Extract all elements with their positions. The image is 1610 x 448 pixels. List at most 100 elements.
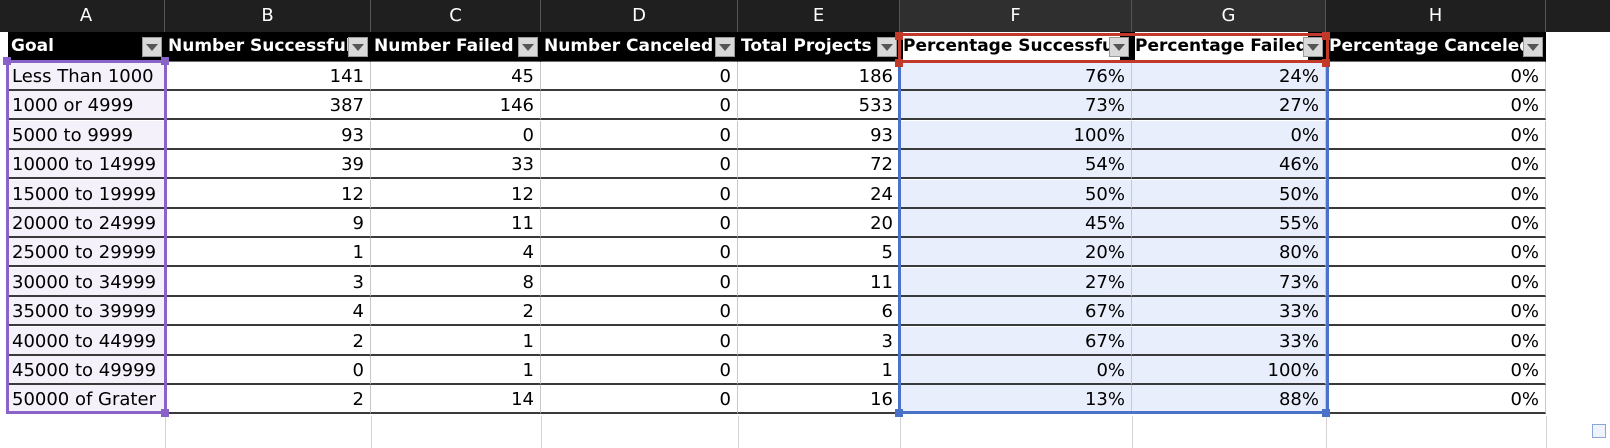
column-header-a[interactable]: A	[8, 0, 165, 32]
cell-percentage-successful[interactable]: 13%	[900, 385, 1132, 415]
cell-total-projects[interactable]: 93	[738, 120, 900, 150]
column-header-d[interactable]: D	[541, 0, 738, 32]
cell-number-failed[interactable]: 0	[371, 120, 541, 150]
cell-number-canceled[interactable]: 0	[541, 150, 738, 180]
selection-handle[interactable]	[161, 409, 169, 417]
cell-percentage-failed[interactable]: 50%	[1132, 179, 1326, 209]
cell-number-successful[interactable]: 12	[165, 179, 371, 209]
cell-number-successful[interactable]: 387	[165, 91, 371, 121]
cell-number-successful[interactable]: 39	[165, 150, 371, 180]
cell-percentage-successful[interactable]: 73%	[900, 91, 1132, 121]
column-header-h[interactable]: H	[1326, 0, 1546, 32]
cell-number-canceled[interactable]: 0	[541, 267, 738, 297]
cell-goal[interactable]: Less Than 1000	[8, 62, 165, 91]
cell-goal[interactable]: 5000 to 9999	[8, 120, 165, 150]
cell-goal[interactable]: 15000 to 19999	[8, 179, 165, 209]
header-cell-number-failed[interactable]: Number Failed	[371, 32, 541, 62]
selection-handle[interactable]	[895, 59, 903, 67]
cell-percentage-successful[interactable]: 45%	[900, 209, 1132, 238]
cell-total-projects[interactable]: 3	[738, 326, 900, 356]
column-header-f[interactable]: F	[900, 0, 1132, 32]
cell-number-failed[interactable]: 1	[371, 326, 541, 356]
cell-number-canceled[interactable]: 0	[541, 356, 738, 385]
cell-goal[interactable]: 45000 to 49999	[8, 356, 165, 385]
header-cell-number-successful[interactable]: Number Successful	[165, 32, 371, 62]
chevron-down-icon[interactable]	[348, 37, 368, 57]
cell-percentage-successful[interactable]: 100%	[900, 120, 1132, 150]
cell-percentage-successful[interactable]: 67%	[900, 297, 1132, 327]
selection-handle[interactable]	[895, 32, 903, 40]
cell-goal[interactable]: 50000 of Grater	[8, 385, 165, 415]
column-header-b[interactable]: B	[165, 0, 371, 32]
chevron-down-icon[interactable]	[518, 37, 538, 57]
cell-percentage-failed[interactable]: 33%	[1132, 297, 1326, 327]
cell-number-successful[interactable]: 0	[165, 356, 371, 385]
cell-percentage-successful[interactable]: 54%	[900, 150, 1132, 180]
selection-handle[interactable]	[1322, 59, 1330, 67]
chevron-down-icon[interactable]	[1303, 37, 1323, 57]
cell-percentage-canceled[interactable]: 0%	[1326, 297, 1546, 327]
cell-percentage-successful[interactable]: 50%	[900, 179, 1132, 209]
cell-percentage-canceled[interactable]: 0%	[1326, 179, 1546, 209]
cell-total-projects[interactable]: 1	[738, 356, 900, 385]
cell-number-successful[interactable]: 2	[165, 326, 371, 356]
cell-number-failed[interactable]: 33	[371, 150, 541, 180]
chevron-down-icon[interactable]	[1523, 37, 1543, 57]
cell-goal[interactable]: 35000 to 39999	[8, 297, 165, 327]
cell-percentage-canceled[interactable]: 0%	[1326, 326, 1546, 356]
cell-total-projects[interactable]: 72	[738, 150, 900, 180]
cell-percentage-canceled[interactable]: 0%	[1326, 238, 1546, 268]
table-resize-icon[interactable]	[1592, 424, 1606, 438]
cell-percentage-failed[interactable]: 88%	[1132, 385, 1326, 415]
cell-percentage-failed[interactable]: 46%	[1132, 150, 1326, 180]
cell-percentage-canceled[interactable]: 0%	[1326, 150, 1546, 180]
cell-goal[interactable]: 40000 to 44999	[8, 326, 165, 356]
cell-percentage-canceled[interactable]: 0%	[1326, 385, 1546, 415]
cell-percentage-failed[interactable]: 73%	[1132, 267, 1326, 297]
cell-number-failed[interactable]: 11	[371, 209, 541, 238]
cell-total-projects[interactable]: 5	[738, 238, 900, 268]
cell-number-successful[interactable]: 4	[165, 297, 371, 327]
cell-number-canceled[interactable]: 0	[541, 179, 738, 209]
cell-number-canceled[interactable]: 0	[541, 209, 738, 238]
cell-number-canceled[interactable]: 0	[541, 91, 738, 121]
cell-number-successful[interactable]: 3	[165, 267, 371, 297]
cell-percentage-failed[interactable]: 27%	[1132, 91, 1326, 121]
cell-number-failed[interactable]: 45	[371, 62, 541, 91]
cell-goal[interactable]: 10000 to 14999	[8, 150, 165, 180]
cell-total-projects[interactable]: 11	[738, 267, 900, 297]
cell-number-canceled[interactable]: 0	[541, 385, 738, 415]
chevron-down-icon[interactable]	[715, 37, 735, 57]
cell-number-failed[interactable]: 4	[371, 238, 541, 268]
cell-percentage-canceled[interactable]: 0%	[1326, 62, 1546, 91]
cell-percentage-failed[interactable]: 0%	[1132, 120, 1326, 150]
cell-percentage-failed[interactable]: 100%	[1132, 356, 1326, 385]
cell-total-projects[interactable]: 6	[738, 297, 900, 327]
cell-number-successful[interactable]: 9	[165, 209, 371, 238]
cell-percentage-successful[interactable]: 0%	[900, 356, 1132, 385]
cell-goal[interactable]: 20000 to 24999	[8, 209, 165, 238]
header-cell-percentage-successful[interactable]: Percentage Successful	[900, 32, 1132, 62]
chevron-down-icon[interactable]	[142, 37, 162, 57]
cell-goal[interactable]: 1000 or 4999	[8, 91, 165, 121]
selection-handle[interactable]	[161, 57, 169, 65]
cell-percentage-canceled[interactable]: 0%	[1326, 267, 1546, 297]
cell-goal[interactable]: 30000 to 34999	[8, 267, 165, 297]
selection-handle[interactable]	[3, 57, 11, 65]
cell-number-failed[interactable]: 8	[371, 267, 541, 297]
chevron-down-icon[interactable]	[1109, 37, 1129, 57]
cell-number-successful[interactable]: 1	[165, 238, 371, 268]
column-header-e[interactable]: E	[738, 0, 900, 32]
cell-percentage-failed[interactable]: 33%	[1132, 326, 1326, 356]
cell-percentage-failed[interactable]: 80%	[1132, 238, 1326, 268]
cell-number-failed[interactable]: 1	[371, 356, 541, 385]
cell-total-projects[interactable]: 20	[738, 209, 900, 238]
selection-handle[interactable]	[1322, 409, 1330, 417]
chevron-down-icon[interactable]	[877, 37, 897, 57]
cell-total-projects[interactable]: 16	[738, 385, 900, 415]
cell-number-canceled[interactable]: 0	[541, 120, 738, 150]
cell-percentage-successful[interactable]: 76%	[900, 62, 1132, 91]
column-header-g[interactable]: G	[1132, 0, 1326, 32]
cell-number-successful[interactable]: 93	[165, 120, 371, 150]
cell-number-failed[interactable]: 14	[371, 385, 541, 415]
